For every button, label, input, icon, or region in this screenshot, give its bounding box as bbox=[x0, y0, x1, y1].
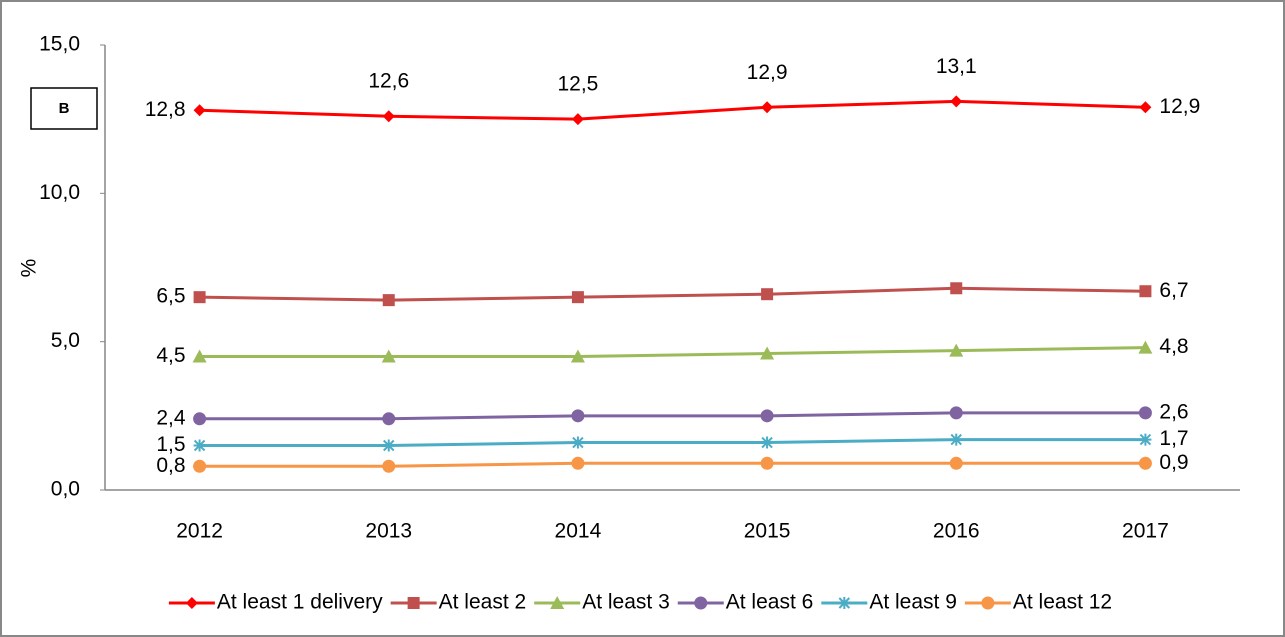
x-tick-label: 2012 bbox=[176, 520, 223, 543]
marker bbox=[382, 294, 395, 307]
x-tick-label: 2014 bbox=[555, 520, 602, 543]
marker bbox=[550, 596, 565, 609]
data-label: 12,9 bbox=[1159, 95, 1200, 118]
data-label: 12,6 bbox=[368, 70, 409, 93]
marker bbox=[950, 433, 963, 446]
annotation: B bbox=[59, 100, 70, 117]
marker bbox=[193, 104, 206, 117]
data-label: 2,4 bbox=[156, 406, 186, 429]
marker bbox=[407, 597, 420, 609]
legend-entry: At least 12 bbox=[964, 591, 1112, 614]
legend-entry: At least 1 delivery bbox=[168, 591, 383, 614]
y-tick-label: 5,0 bbox=[51, 329, 80, 352]
series-line bbox=[199, 346, 1146, 358]
marker bbox=[571, 436, 584, 449]
series-line bbox=[199, 286, 1146, 302]
marker bbox=[185, 597, 198, 609]
series: 6,5 6,7 bbox=[156, 279, 1188, 308]
legend: At least 1 delivery At least 2 At least 3 A… bbox=[168, 591, 1112, 614]
data-label: 4,8 bbox=[1159, 335, 1188, 358]
data-label: 6,5 bbox=[156, 285, 185, 308]
series-line bbox=[199, 411, 1146, 421]
y-tick-label: 10,0 bbox=[39, 181, 80, 204]
y-tick-label: 0,0 bbox=[51, 478, 80, 501]
marker bbox=[1139, 285, 1152, 298]
series: 2,4 2,6 bbox=[156, 400, 1188, 429]
data-label: 13,1 bbox=[936, 55, 977, 78]
legend-label: At least 6 bbox=[726, 591, 814, 614]
series: 0,8 0,9 bbox=[156, 451, 1188, 477]
marker bbox=[571, 456, 585, 470]
marker bbox=[571, 113, 584, 126]
data-label: 12,9 bbox=[747, 61, 788, 84]
marker bbox=[1138, 456, 1152, 470]
data-label: 12,5 bbox=[557, 73, 598, 96]
x-tick-label: 2015 bbox=[744, 520, 791, 543]
marker bbox=[949, 456, 963, 470]
series-line bbox=[199, 461, 1146, 468]
marker bbox=[382, 110, 395, 123]
series: 1,5 1,7 bbox=[156, 427, 1188, 456]
legend-label: At least 3 bbox=[582, 591, 670, 614]
marker bbox=[192, 349, 207, 363]
marker bbox=[981, 596, 995, 610]
marker bbox=[570, 349, 585, 363]
marker bbox=[1139, 101, 1152, 114]
marker bbox=[761, 101, 774, 114]
legend-label: At least 1 delivery bbox=[217, 591, 383, 614]
marker bbox=[949, 406, 963, 420]
data-label: 12,8 bbox=[145, 98, 186, 121]
marker bbox=[838, 597, 851, 609]
legend-label: At least 2 bbox=[439, 591, 527, 614]
legend-label: At least 12 bbox=[1013, 591, 1112, 614]
marker bbox=[382, 439, 395, 452]
x-tick-label: 2013 bbox=[365, 520, 412, 543]
marker bbox=[571, 291, 584, 304]
data-label: 4,5 bbox=[156, 344, 185, 367]
x-tick-label: 2017 bbox=[1122, 520, 1169, 543]
marker bbox=[694, 596, 708, 610]
marker bbox=[761, 436, 774, 449]
marker bbox=[760, 409, 774, 423]
marker bbox=[381, 349, 396, 363]
marker bbox=[760, 456, 774, 470]
marker bbox=[1139, 433, 1152, 446]
marker bbox=[761, 288, 774, 301]
data-label: 0,8 bbox=[156, 454, 185, 477]
marker bbox=[382, 459, 396, 473]
series-line bbox=[199, 438, 1146, 447]
data-label: 1,7 bbox=[1159, 427, 1188, 450]
legend-entry: At least 9 bbox=[821, 591, 957, 614]
data-label: 2,6 bbox=[1159, 400, 1188, 423]
data-label: 1,5 bbox=[156, 433, 185, 456]
legend-entry: At least 2 bbox=[390, 591, 527, 614]
marker bbox=[760, 346, 775, 360]
series: 4,5 4,8 bbox=[156, 335, 1188, 367]
marker bbox=[193, 291, 206, 304]
marker bbox=[1138, 406, 1152, 420]
marker bbox=[949, 343, 964, 357]
marker bbox=[193, 439, 206, 452]
marker bbox=[193, 412, 207, 426]
marker bbox=[950, 282, 963, 295]
y-tick-label: 15,0 bbox=[39, 33, 80, 56]
marker bbox=[950, 95, 963, 108]
data-label: 0,9 bbox=[1159, 451, 1188, 474]
annotation-box bbox=[30, 87, 98, 130]
series: 12,8 12,6 12,5 12,9 13,1 12,9 bbox=[145, 55, 1200, 126]
x-tick-label: 2016 bbox=[933, 520, 980, 543]
legend-label: At least 9 bbox=[869, 591, 957, 614]
data-label: 6,7 bbox=[1159, 279, 1188, 302]
legend-entry: At least 6 bbox=[677, 591, 814, 614]
y-axis-label: % bbox=[18, 259, 41, 278]
marker bbox=[1138, 340, 1153, 354]
series-line bbox=[199, 99, 1146, 121]
marker bbox=[382, 412, 396, 426]
marker bbox=[571, 409, 585, 423]
marker bbox=[193, 459, 207, 473]
legend-entry: At least 3 bbox=[534, 591, 670, 614]
